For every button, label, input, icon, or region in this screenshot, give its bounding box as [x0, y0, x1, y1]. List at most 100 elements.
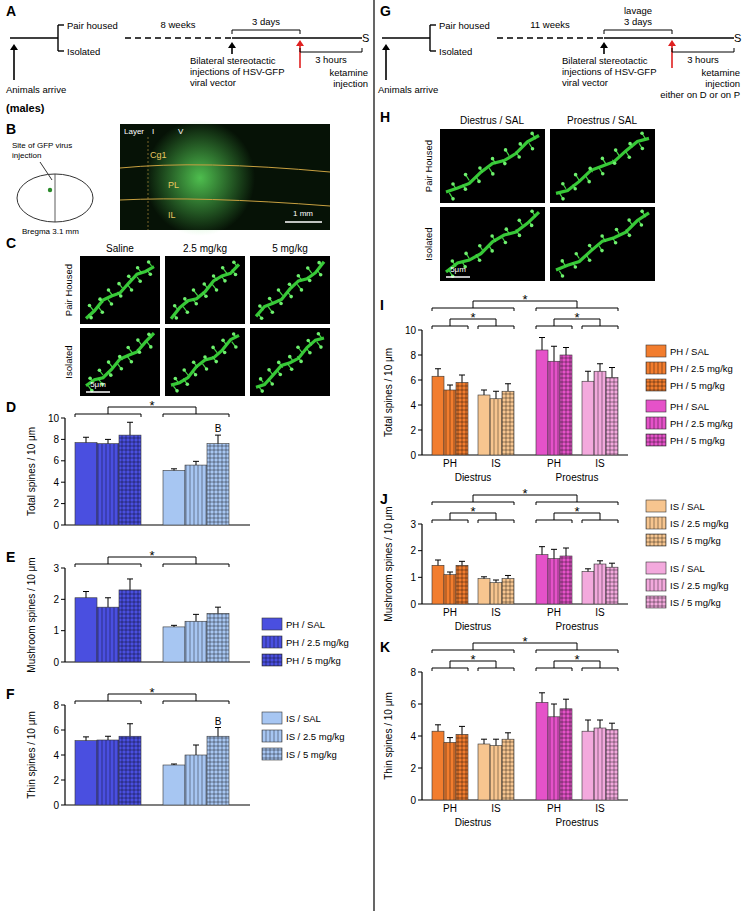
- error-bar: [105, 598, 111, 607]
- sig-bracket: [432, 668, 433, 671]
- sig-bracket: [514, 668, 515, 671]
- bar: [606, 567, 618, 604]
- sig-bracket: [582, 668, 583, 671]
- error-cap: [585, 720, 591, 721]
- error-bar: [193, 614, 199, 621]
- spine-head: [107, 360, 111, 364]
- error-line: [196, 745, 197, 755]
- error-cap: [563, 548, 569, 549]
- spine-head: [183, 297, 187, 301]
- error-cap: [493, 391, 499, 392]
- spine-head: [587, 180, 591, 184]
- spine-head: [561, 274, 565, 278]
- sig-bracket: [108, 694, 109, 701]
- error-bar: [127, 579, 133, 590]
- spine-head: [290, 367, 294, 371]
- spine-head: [232, 332, 236, 336]
- error-cap: [127, 422, 133, 423]
- plot-area: [432, 338, 618, 456]
- spine-head: [279, 373, 283, 377]
- spine-head: [260, 389, 264, 393]
- error-line: [612, 563, 613, 567]
- error-cap: [597, 560, 603, 561]
- error-line: [588, 371, 589, 381]
- gfp-glow: [145, 120, 255, 236]
- timeline-text: Pair housed: [439, 20, 490, 31]
- bar: [490, 746, 502, 800]
- bar: [606, 730, 618, 800]
- legend-label: IS / 5 mg/kg: [670, 535, 721, 546]
- error-cap: [585, 568, 591, 569]
- error-line: [86, 592, 87, 598]
- dendrite-image: [256, 261, 324, 320]
- legend-swatch: [646, 534, 666, 546]
- error-bar: [609, 563, 615, 567]
- legend-swatch: [646, 434, 666, 446]
- sig-bracket: [572, 520, 573, 523]
- error-cap: [539, 692, 545, 693]
- legend-label: IS / SAL: [286, 713, 321, 724]
- tick: [418, 768, 422, 769]
- timeline: [232, 37, 362, 38]
- legend-label: PH / 5 mg/kg: [670, 435, 725, 446]
- spine-head: [234, 345, 238, 349]
- region-label: IL: [168, 210, 176, 220]
- spine-head: [615, 228, 619, 232]
- significance: *: [149, 685, 154, 700]
- row-label: Pair Housed: [423, 140, 434, 192]
- arrow-shaft: [13, 49, 15, 80]
- bar: [456, 565, 468, 604]
- error-cap: [193, 614, 199, 615]
- chart-bar: JMushroom spines / 10 μm0123PHISDiestrus…: [380, 486, 628, 632]
- timeline-text: Animals arrive: [378, 84, 438, 95]
- sig-bracket: [600, 661, 601, 668]
- column-label: 5 mg/kg: [272, 243, 308, 254]
- micrograph: [440, 207, 545, 281]
- panel-label: J: [380, 491, 388, 507]
- bar: [163, 765, 185, 805]
- spine-head: [641, 147, 645, 151]
- error-cap: [215, 727, 221, 728]
- spine-head: [147, 333, 151, 337]
- bar: [548, 559, 560, 604]
- spine-head: [288, 355, 292, 359]
- panel-label: F: [6, 686, 15, 702]
- micrograph: [80, 256, 160, 324]
- tick: [61, 418, 65, 419]
- error-cap: [215, 435, 221, 436]
- spine-head: [600, 249, 604, 253]
- spine-head: [175, 389, 179, 393]
- tick-label: 8: [410, 667, 416, 678]
- timeline-text: viral vector: [562, 77, 608, 88]
- error-cap: [83, 437, 89, 438]
- spine-head: [109, 373, 113, 377]
- error-line: [566, 699, 567, 709]
- tick-label: 2: [410, 425, 416, 436]
- spine-head: [628, 142, 632, 146]
- error-bar: [171, 625, 177, 627]
- tick-label: 2: [410, 545, 416, 556]
- significance: *: [574, 310, 579, 325]
- error-bar: [585, 720, 591, 731]
- spine-head: [202, 282, 206, 286]
- legend-swatch: [646, 362, 666, 374]
- micrograph-text: 1 mm: [293, 209, 313, 218]
- micrograph-text: Layer: [124, 127, 144, 136]
- timeline-text: Bilateral stereotactic: [190, 55, 276, 66]
- spine-head: [203, 355, 207, 359]
- timeline-text: 3 days: [252, 16, 280, 27]
- spine-head: [504, 227, 508, 231]
- scale-bar: [446, 276, 470, 278]
- bar: [163, 470, 185, 525]
- error-cap: [435, 560, 441, 561]
- plot-area: [432, 693, 618, 800]
- spine-head: [299, 360, 303, 364]
- error-line: [542, 547, 543, 555]
- tick: [418, 524, 422, 525]
- legend-label: IS / 5 mg/kg: [286, 749, 337, 760]
- tick: [61, 482, 65, 483]
- tick: [61, 503, 65, 504]
- tick: [418, 800, 422, 801]
- tick-label: 8: [53, 434, 59, 445]
- group-label: IS: [491, 803, 501, 814]
